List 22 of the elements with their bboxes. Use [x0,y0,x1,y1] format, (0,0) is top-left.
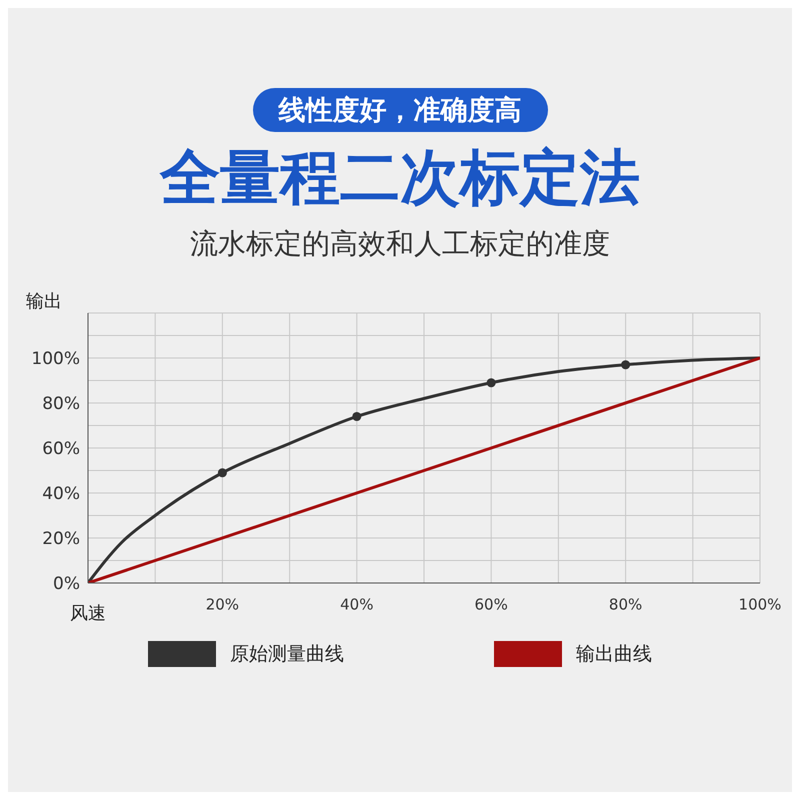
point [621,360,630,370]
y-tick-label: 20% [42,529,80,550]
legend-label: 输出曲线 [576,642,652,667]
y-tick-label: 60% [42,439,80,460]
x-tick-label: 100% [738,596,782,614]
point [218,468,227,478]
y-axis-title: 输出 [26,290,62,313]
y-tick-label: 100% [31,349,80,370]
x-tick-label: 80% [608,596,642,614]
x-tick-label: 60% [474,596,508,614]
chart-subtitle: 流水标定的高效和人工标定的准度 [189,226,611,262]
text: 线性度好，准确度高 [252,88,548,132]
y-tick-label: 40% [42,484,80,504]
point [352,412,362,422]
chart-title: 全量程二次标定法 [158,142,641,215]
point [486,378,496,388]
x-tick-label: 20% [206,596,240,614]
y-tick-label: 0% [53,574,80,594]
y-tick-label: 80% [42,394,80,414]
x-tick-label: 40% [340,596,374,614]
legend-label: 原始测量曲线 [230,642,344,667]
x-axis-title: 风速 [70,602,106,625]
